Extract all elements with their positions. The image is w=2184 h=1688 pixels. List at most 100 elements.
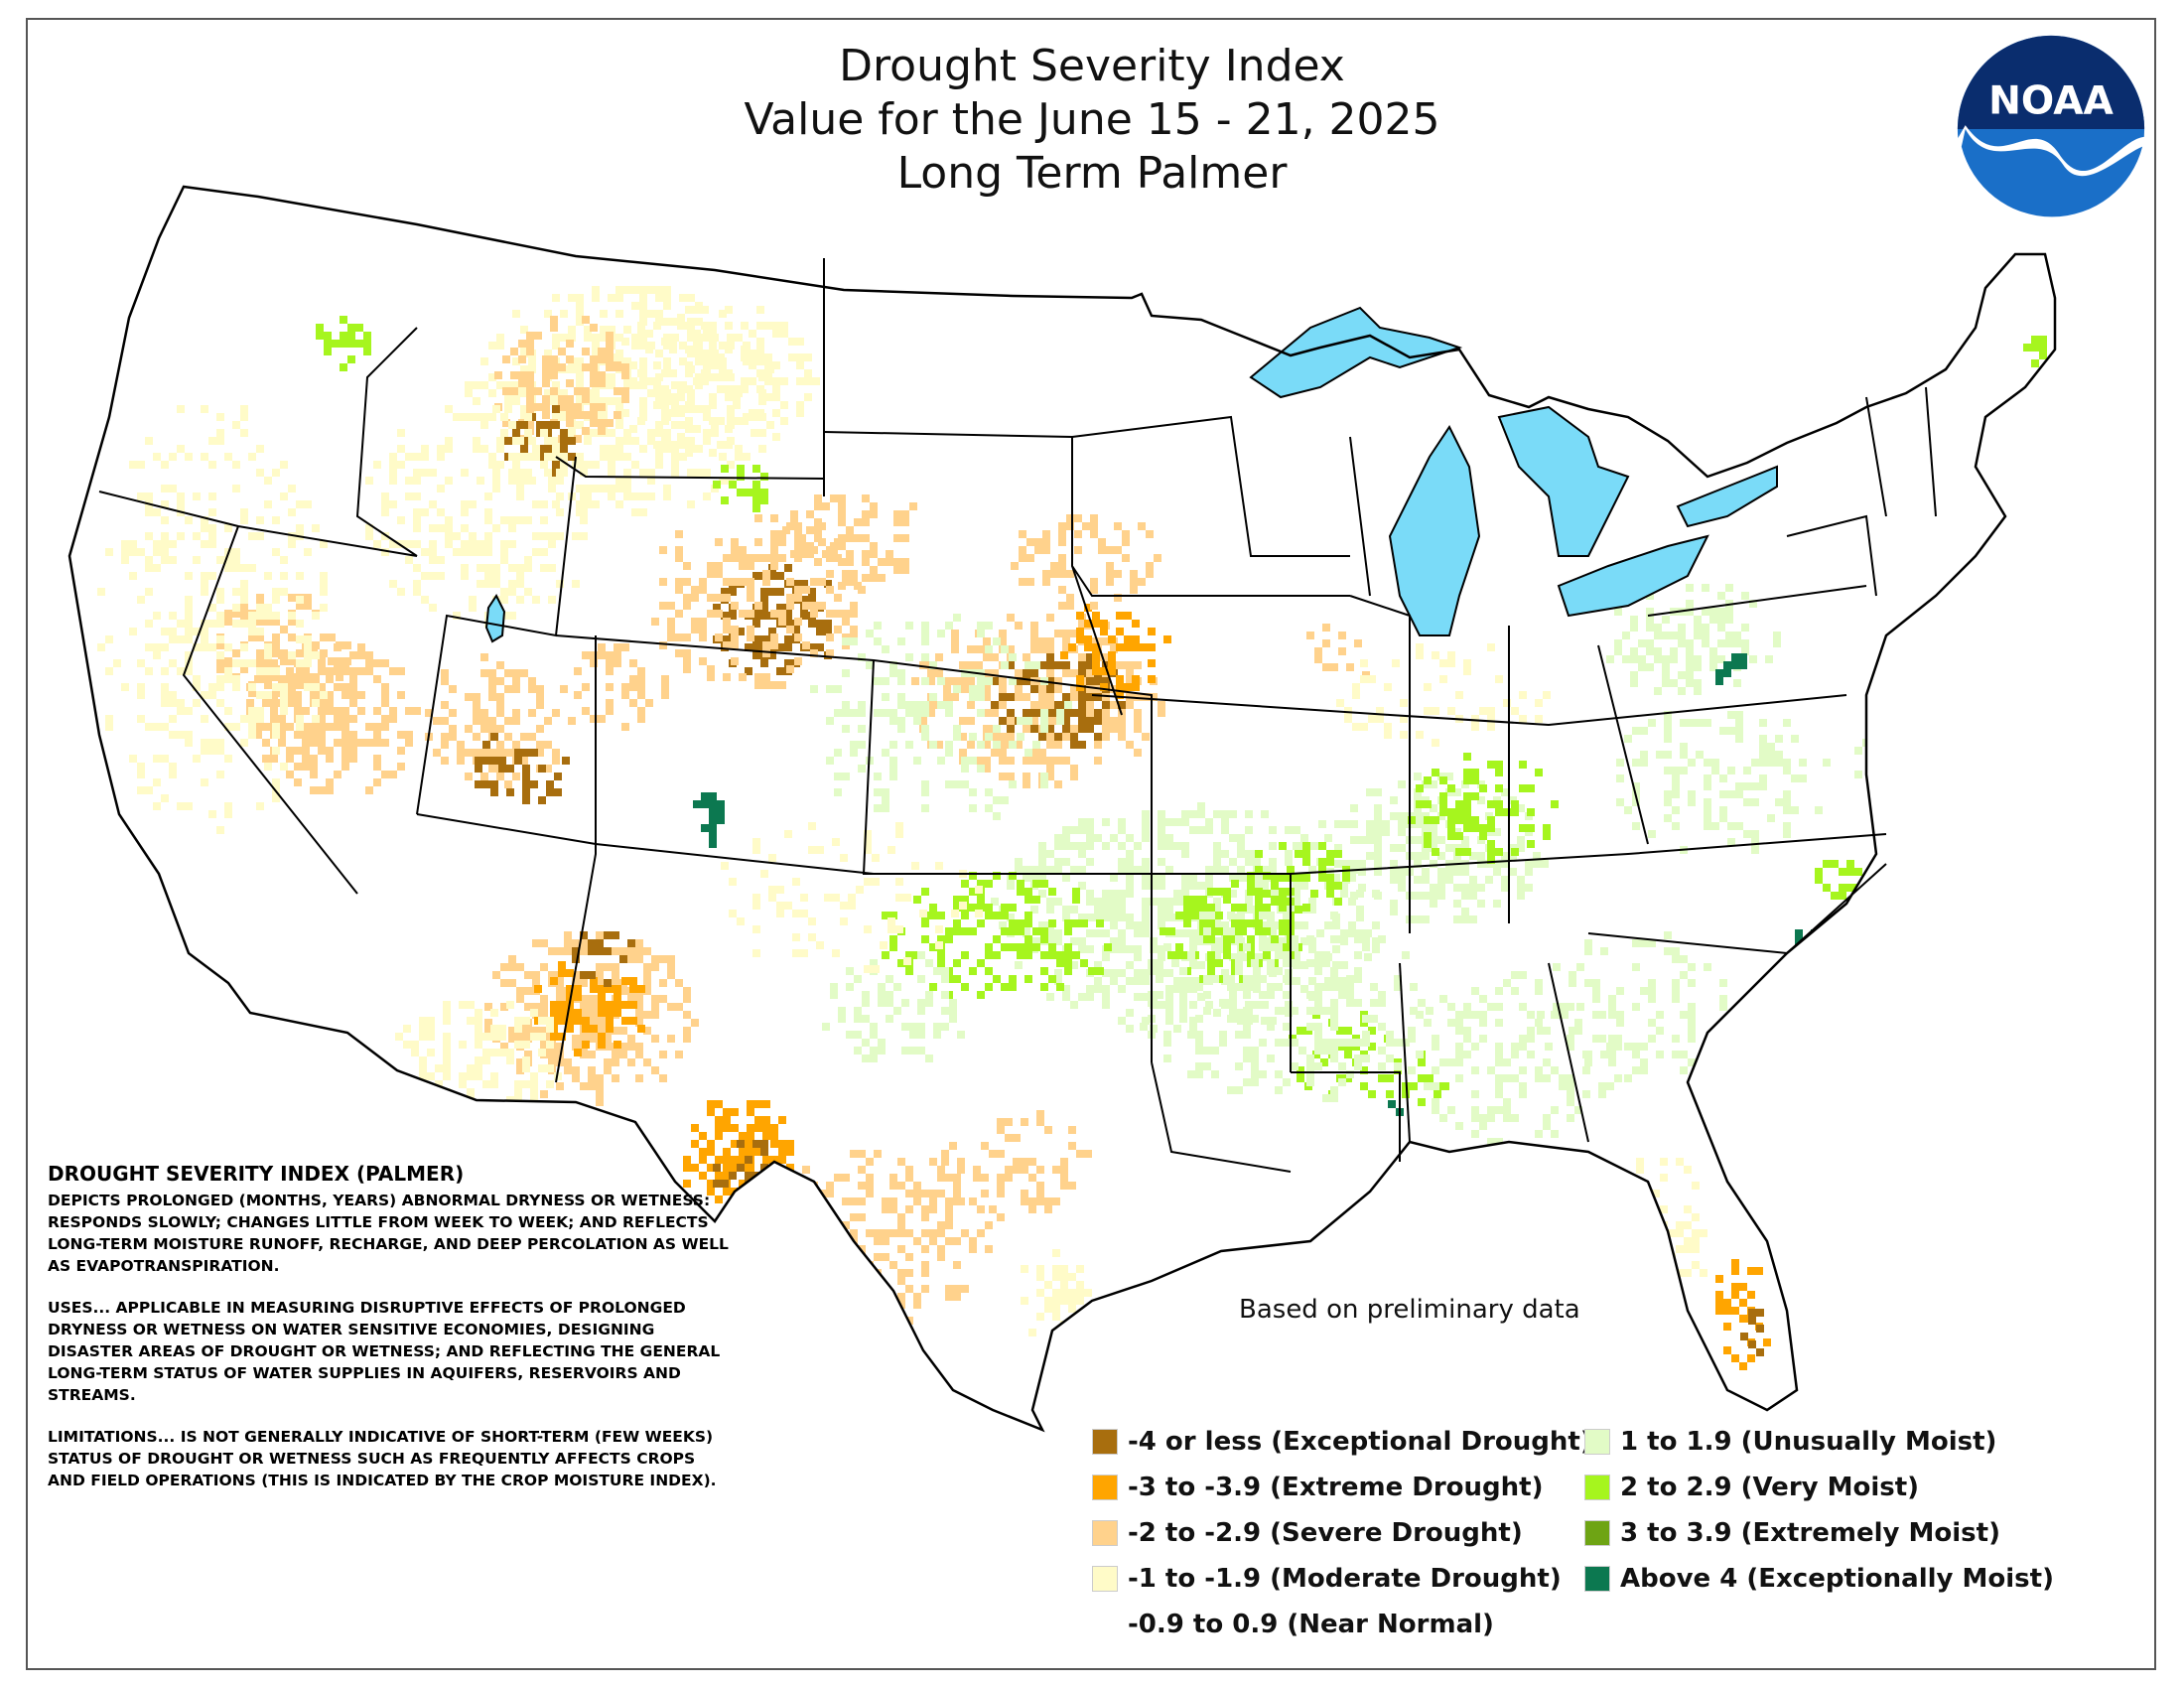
index-cell bbox=[1173, 985, 1181, 993]
index-cell bbox=[1390, 796, 1398, 804]
index-cell bbox=[778, 1148, 786, 1156]
index-cell bbox=[1038, 701, 1046, 709]
index-cell bbox=[1362, 1015, 1370, 1023]
index-cell bbox=[745, 1172, 752, 1180]
index-cell bbox=[1255, 866, 1263, 874]
index-cell bbox=[1799, 759, 1807, 767]
index-cell bbox=[1009, 927, 1017, 935]
index-cell bbox=[129, 461, 137, 469]
index-cell bbox=[1126, 677, 1134, 685]
index-cell bbox=[808, 933, 816, 941]
index-cell bbox=[1078, 882, 1086, 890]
index-cell bbox=[1704, 719, 1711, 727]
index-cell bbox=[911, 677, 919, 685]
index-cell bbox=[1114, 546, 1122, 554]
index-cell bbox=[747, 610, 754, 618]
index-cell bbox=[1306, 1023, 1314, 1031]
index-cell bbox=[612, 963, 619, 971]
index-cell bbox=[1150, 1025, 1158, 1033]
index-cell bbox=[1535, 769, 1543, 776]
index-cell bbox=[1005, 1134, 1013, 1142]
index-cell bbox=[850, 1301, 858, 1309]
index-cell bbox=[1314, 1031, 1322, 1039]
index-cell bbox=[1300, 921, 1308, 929]
index-cell bbox=[1414, 876, 1422, 884]
index-cell bbox=[1306, 935, 1314, 943]
index-cell bbox=[302, 763, 310, 771]
index-cell bbox=[1408, 816, 1416, 824]
index-cell bbox=[709, 322, 717, 330]
index-cell bbox=[975, 661, 983, 669]
index-cell bbox=[1332, 945, 1340, 953]
index-cell bbox=[363, 340, 371, 348]
index-cell bbox=[1243, 975, 1251, 983]
index-cell bbox=[1374, 828, 1382, 836]
index-cell bbox=[1463, 1003, 1471, 1011]
index-cell bbox=[707, 673, 715, 681]
index-cell bbox=[564, 1058, 572, 1066]
index-cell bbox=[1247, 882, 1255, 890]
index-cell bbox=[1487, 761, 1495, 769]
index-cell bbox=[1322, 1007, 1330, 1015]
index-cell bbox=[208, 508, 216, 516]
index-cell bbox=[1023, 709, 1030, 717]
index-cell bbox=[1275, 1007, 1283, 1015]
index-cell bbox=[1118, 945, 1126, 953]
index-cell bbox=[842, 1197, 850, 1205]
index-cell bbox=[802, 586, 810, 594]
index-cell bbox=[1394, 975, 1402, 983]
index-cell bbox=[256, 707, 264, 715]
index-cell bbox=[1080, 919, 1088, 927]
index-cell bbox=[1173, 842, 1181, 850]
index-cell bbox=[1370, 1015, 1378, 1023]
index-cell bbox=[882, 677, 889, 685]
index-cell bbox=[969, 733, 977, 741]
index-cell bbox=[1259, 1070, 1267, 1078]
index-cell bbox=[1582, 1090, 1590, 1098]
index-cell bbox=[278, 731, 286, 739]
index-cell bbox=[675, 546, 683, 554]
index-cell bbox=[437, 445, 445, 453]
index-cell bbox=[621, 371, 629, 379]
index-cell bbox=[201, 580, 208, 588]
index-cell bbox=[536, 725, 544, 733]
index-cell bbox=[858, 1150, 866, 1158]
index-cell bbox=[661, 338, 669, 346]
index-cell bbox=[508, 516, 516, 524]
index-cell bbox=[600, 485, 608, 492]
index-cell bbox=[592, 485, 600, 492]
index-cell bbox=[590, 659, 598, 667]
index-cell bbox=[1026, 578, 1034, 586]
index-cell bbox=[296, 673, 304, 681]
index-cell bbox=[1297, 1066, 1304, 1074]
index-cell bbox=[568, 717, 576, 725]
index-cell bbox=[1471, 1066, 1479, 1074]
index-cell bbox=[969, 757, 977, 765]
index-cell bbox=[201, 628, 208, 635]
index-cell bbox=[477, 477, 484, 485]
index-cell bbox=[1293, 921, 1300, 929]
index-cell bbox=[1132, 643, 1140, 651]
index-cell bbox=[1038, 890, 1046, 898]
index-cell bbox=[997, 1190, 1005, 1197]
index-cell bbox=[846, 526, 854, 534]
index-cell bbox=[1686, 655, 1694, 663]
index-cell bbox=[1124, 635, 1132, 643]
index-cell bbox=[596, 1027, 604, 1035]
index-cell bbox=[256, 469, 264, 477]
index-cell bbox=[739, 1132, 747, 1140]
index-cell bbox=[1046, 669, 1054, 677]
index-cell bbox=[1606, 1082, 1614, 1090]
index-cell bbox=[1245, 826, 1253, 834]
index-cell bbox=[1038, 749, 1046, 757]
index-cell bbox=[566, 411, 574, 419]
index-cell bbox=[520, 445, 528, 453]
index-cell bbox=[1021, 1158, 1028, 1166]
index-cell bbox=[639, 302, 647, 310]
index-cell bbox=[1519, 1066, 1527, 1074]
index-cell bbox=[592, 461, 600, 469]
index-cell bbox=[713, 1164, 721, 1172]
index-cell bbox=[1116, 612, 1124, 620]
index-cell bbox=[270, 699, 278, 707]
index-cell bbox=[1646, 616, 1654, 624]
